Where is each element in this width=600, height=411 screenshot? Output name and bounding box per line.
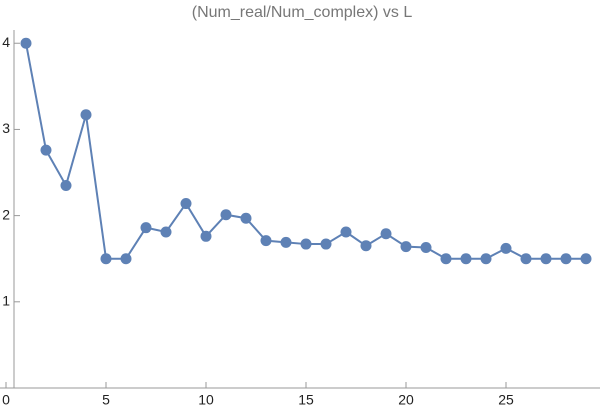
point (320, 238, 332, 250)
point (100, 253, 112, 265)
point (200, 230, 212, 242)
point (300, 238, 312, 250)
point (260, 235, 272, 247)
point (520, 253, 532, 265)
series-line (25, 43, 586, 260)
point (20, 37, 32, 49)
point (440, 253, 452, 265)
point (500, 242, 512, 254)
point (180, 198, 192, 210)
point (140, 222, 152, 234)
point (360, 240, 372, 252)
y-tick-label: 4 (2, 34, 10, 50)
point (580, 253, 592, 265)
x-tick-label: 10 (198, 392, 214, 408)
point (560, 253, 572, 265)
point (160, 226, 172, 238)
y-tick-label: 3 (2, 120, 10, 136)
point (460, 253, 472, 265)
point (380, 228, 392, 240)
y-tick-label: 2 (2, 206, 10, 222)
point (120, 253, 132, 265)
point (540, 253, 552, 265)
point (420, 242, 432, 254)
chart-title: (Num_real/Num_complex) vs L (192, 4, 413, 21)
point (400, 241, 412, 253)
y-tick-label: 1 (2, 293, 10, 309)
x-tick-label: 20 (398, 392, 414, 408)
point (60, 179, 72, 191)
point (240, 212, 252, 224)
point (480, 253, 492, 265)
x-tick-label: 0 (2, 392, 10, 408)
x-tick-label: 5 (102, 392, 110, 408)
point (280, 236, 292, 248)
point (80, 109, 92, 121)
x-tick-label: 15 (298, 392, 314, 408)
point (40, 144, 52, 156)
point (220, 209, 232, 221)
point (340, 226, 352, 238)
x-tick-label: 25 (498, 392, 514, 408)
